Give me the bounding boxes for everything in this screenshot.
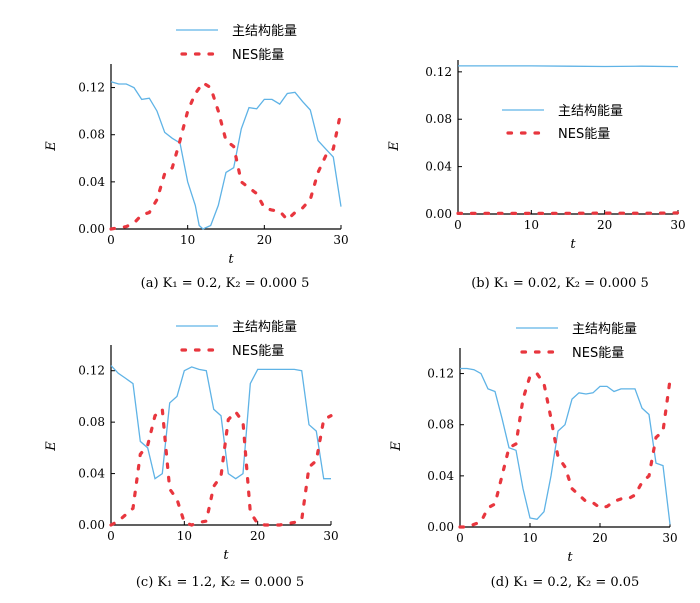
y-axis-label: E	[387, 141, 402, 152]
y-tick-label: 0.12	[78, 364, 105, 378]
y-axis-label: E	[389, 441, 404, 452]
panel-caption: (a) K₁ = 0.2, K₂ = 0.000 5	[141, 276, 310, 291]
legend-label-main-structure: 主结构能量	[572, 322, 637, 337]
x-tick-label: 30	[333, 233, 348, 247]
x-axis-label: t	[567, 550, 573, 565]
y-tick-label: 0.12	[78, 81, 105, 95]
legend-label-main-structure: 主结构能量	[232, 24, 297, 39]
x-tick-label: 10	[524, 218, 539, 232]
panel-caption: (b) K₁ = 0.02, K₂ = 0.000 5	[471, 276, 649, 291]
y-tick-label: 0.08	[425, 112, 452, 126]
y-tick-label: 0.04	[425, 160, 452, 174]
y-tick-label: 0.04	[78, 175, 105, 189]
chart-panel-c: 0 10 20 30 0.00 0.04 0.08 0.12 t E 主结构能量 NES能量 (c) K…	[44, 320, 339, 590]
panel-caption: (d) K₁ = 0.2, K₂ = 0.05	[491, 575, 640, 590]
series-line-nes	[458, 371, 672, 529]
y-tick-label: 0.00	[427, 520, 454, 534]
y-tick-label: 0.08	[78, 128, 105, 142]
y-tick-label: 0.12	[427, 367, 454, 381]
x-tick-label: 0	[107, 529, 115, 543]
x-tick-label: 20	[257, 233, 272, 247]
x-tick-label: 10	[522, 531, 537, 545]
y-tick-label: 0.04	[427, 469, 454, 483]
y-tick-label: 0.04	[78, 467, 105, 481]
legend: 主结构能量 NES能量	[176, 24, 297, 63]
x-axis-label: t	[570, 237, 576, 252]
y-tick-label: 0.00	[78, 222, 105, 236]
y-tick-label: 0.12	[425, 65, 452, 79]
x-axis-label: t	[228, 252, 234, 267]
x-axis-label: t	[223, 548, 229, 563]
y-tick-label: 0.00	[78, 518, 105, 532]
x-tick-label: 10	[177, 529, 192, 543]
series-line-main-structure	[110, 365, 331, 480]
series-line-main-structure	[458, 65, 679, 68]
legend-label-nes: NES能量	[558, 127, 610, 142]
x-tick-label: 30	[662, 531, 677, 545]
series-line-nes	[109, 80, 343, 231]
y-axis-label: E	[44, 141, 59, 152]
series-line-main-structure	[460, 367, 671, 525]
x-tick-label: 30	[670, 218, 685, 232]
x-tick-label: 20	[592, 531, 607, 545]
y-axis-label: E	[44, 441, 59, 452]
y-tick-label: 0.08	[427, 418, 454, 432]
legend-label-nes: NES能量	[232, 48, 284, 63]
y-tick-label: 0.08	[78, 415, 105, 429]
panel-caption: (c) K₁ = 1.2, K₂ = 0.000 5	[136, 575, 304, 590]
x-tick-label: 20	[597, 218, 612, 232]
x-tick-label: 20	[250, 529, 265, 543]
series-line-main-structure	[110, 81, 342, 230]
y-tick-label: 0.00	[425, 207, 452, 221]
chart-panel-a: 0 10 20 30 0.00 0.04 0.08 0.12 t E 主结构能量 NES能量 (a) K…	[44, 24, 349, 291]
x-tick-label: 0	[456, 531, 464, 545]
chart-panel-d: 0 10 20 30 0.00 0.04 0.08 0.12 t E 主结构能量 NES能量 (d) K…	[389, 322, 678, 590]
x-tick-label: 10	[180, 233, 195, 247]
series-line-nes	[109, 406, 333, 527]
legend: 主结构能量 NES能量	[176, 320, 297, 359]
legend: 主结构能量 NES能量	[516, 322, 637, 361]
legend-label-nes: NES能量	[572, 346, 624, 361]
x-tick-label: 30	[323, 529, 338, 543]
legend-label-main-structure: 主结构能量	[558, 104, 623, 119]
x-tick-label: 0	[454, 218, 462, 232]
x-tick-label: 0	[107, 233, 115, 247]
legend-label-nes: NES能量	[232, 344, 284, 359]
chart-panel-b: 0 10 20 30 0.00 0.04 0.08 0.12 t E 主结构能量 NES能量 (b) K…	[387, 60, 686, 291]
legend: 主结构能量 NES能量	[502, 104, 623, 142]
series-line-nes	[456, 211, 680, 216]
legend-label-main-structure: 主结构能量	[232, 320, 297, 335]
